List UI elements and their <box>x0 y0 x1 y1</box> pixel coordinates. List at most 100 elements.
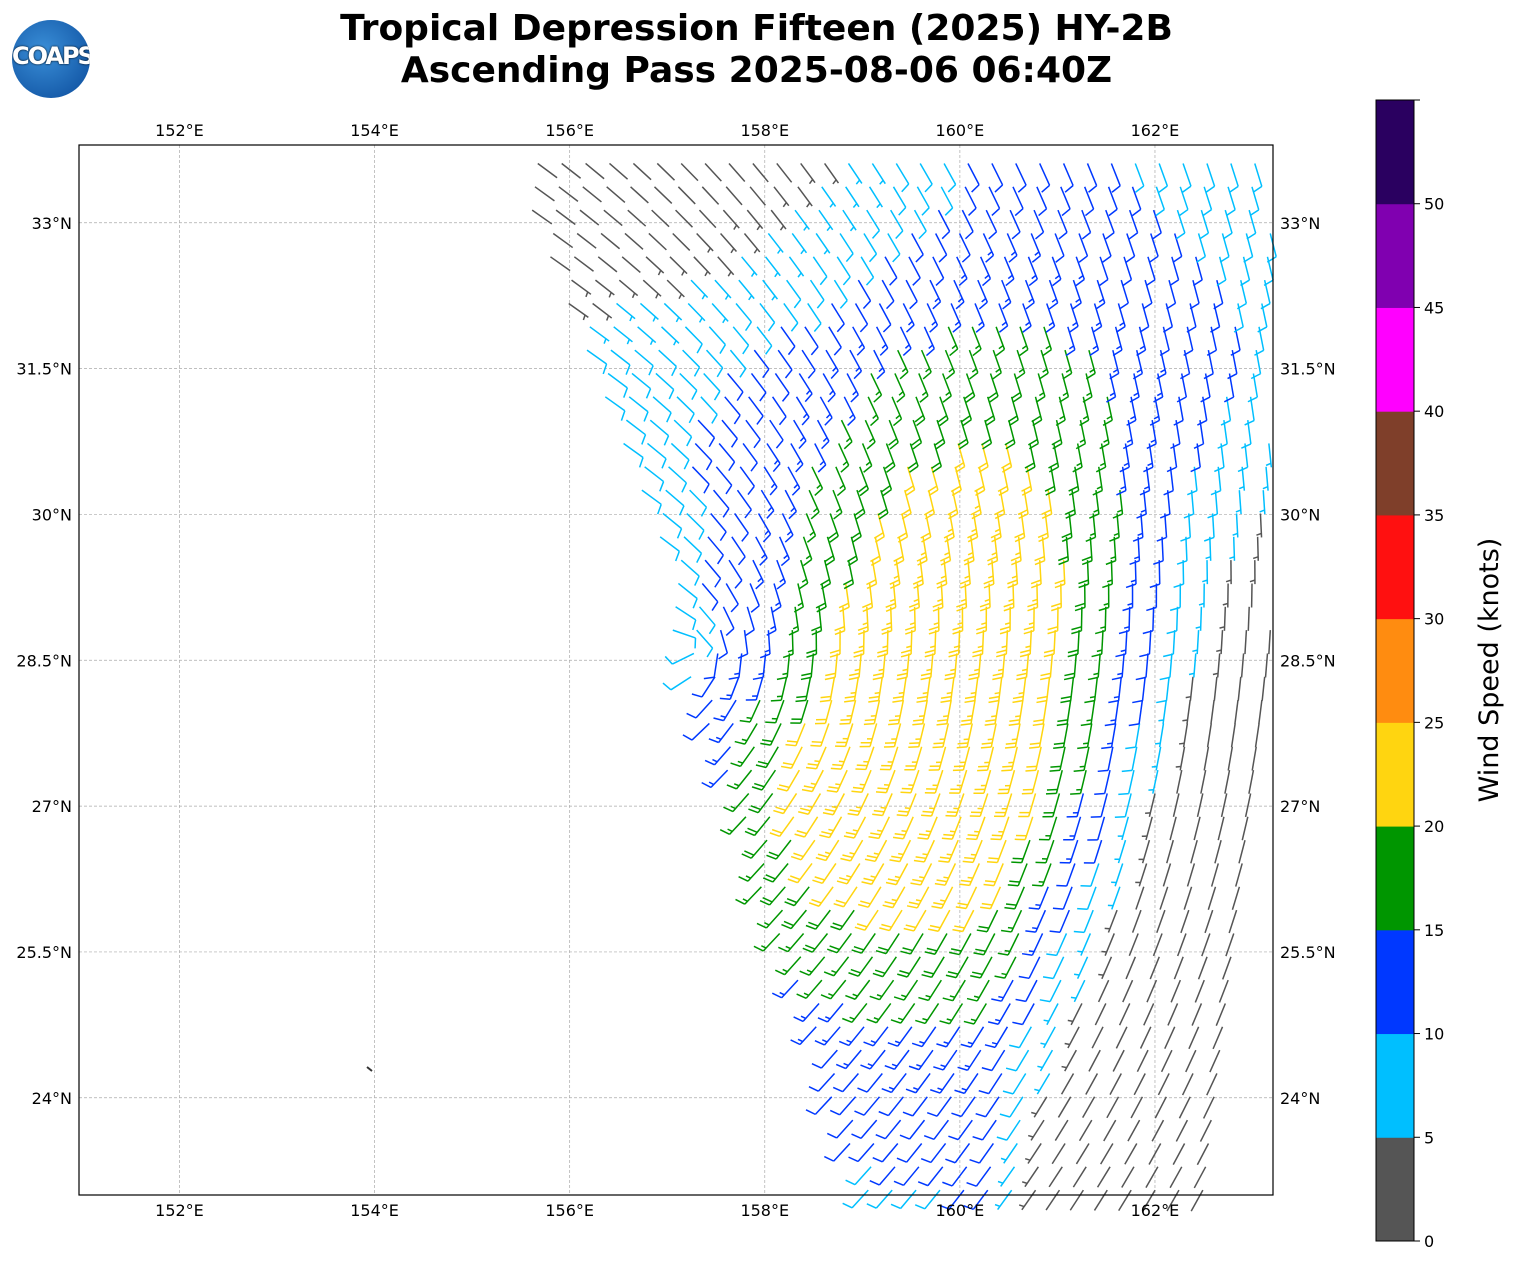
wind-barb <box>863 1026 889 1047</box>
wind-barb <box>1202 560 1209 585</box>
wind-barb <box>613 326 633 345</box>
barb-full <box>948 1135 959 1141</box>
barb-half <box>854 668 860 672</box>
wind-barb <box>826 769 848 793</box>
barb-full <box>1175 232 1186 240</box>
wind-barb <box>1215 1003 1227 1026</box>
barb-full <box>796 695 807 699</box>
wind-barb <box>991 979 1014 1002</box>
barb-half <box>849 414 854 419</box>
barb-full <box>726 784 737 790</box>
barb-half <box>943 715 949 718</box>
wind-barb <box>1066 793 1085 818</box>
wind-barb <box>1000 909 1023 933</box>
wind-barb <box>1246 209 1257 240</box>
wind-barb <box>907 443 919 473</box>
barb-staff <box>964 186 977 209</box>
barb-half <box>1139 345 1145 350</box>
wind-barb <box>1105 209 1115 240</box>
barb-full <box>1071 626 1082 631</box>
barb-staff <box>835 466 847 490</box>
barb-full <box>1095 302 1106 310</box>
barb-full <box>848 559 858 567</box>
barb-full <box>744 830 755 837</box>
barb-half <box>964 1064 971 1068</box>
barb-staff <box>1264 653 1269 678</box>
barb-half <box>626 339 631 345</box>
barb-full <box>1041 509 1052 516</box>
wind-barb <box>822 373 836 403</box>
barb-half <box>953 645 960 649</box>
barb-staff <box>1231 886 1241 910</box>
barb-half <box>1076 462 1082 467</box>
barb-staff <box>994 1026 1009 1048</box>
barb-full <box>1002 1090 1014 1095</box>
barb-staff <box>718 723 734 743</box>
wind-barb <box>1025 746 1042 772</box>
wind-barb <box>973 933 996 956</box>
barb-half <box>948 368 954 373</box>
barb-full <box>985 419 996 427</box>
barb-full <box>1101 746 1112 750</box>
wind-barb <box>1131 909 1142 933</box>
wind-barb <box>851 769 872 794</box>
barb-full <box>954 925 965 929</box>
barb-staff <box>715 466 733 486</box>
barb-staff <box>887 233 901 255</box>
wind-barb <box>751 769 777 791</box>
barb-staff <box>1036 1073 1051 1095</box>
barb-full <box>728 676 740 680</box>
wind-barb <box>1042 793 1061 818</box>
barb-half <box>1068 345 1075 350</box>
barb-full <box>1186 489 1198 496</box>
wind-barb <box>987 1003 1011 1026</box>
wind-barb <box>805 909 831 930</box>
barb-half <box>881 343 887 349</box>
barb-full <box>1122 606 1133 612</box>
wind-barb <box>984 700 1000 726</box>
barb-staff <box>1241 816 1249 841</box>
barb-full <box>968 676 979 681</box>
wind-barb <box>755 536 768 566</box>
barb-full <box>1052 442 1063 450</box>
barb-staff <box>641 489 662 505</box>
wind-barb <box>694 442 713 471</box>
barb-half <box>1095 321 1101 327</box>
barb-full <box>869 995 880 1001</box>
wind-barb <box>568 302 589 321</box>
barb-full <box>801 788 813 793</box>
barb-full <box>1046 953 1057 957</box>
barb-staff <box>1194 979 1205 1003</box>
barb-full <box>896 394 906 403</box>
barb-staff <box>624 232 644 250</box>
barb-full <box>1071 630 1082 635</box>
lon-tick-label: 154°E <box>350 1201 399 1220</box>
barb-full <box>908 746 919 749</box>
barb-full <box>984 415 994 423</box>
barb-full <box>800 676 812 681</box>
barb-staff <box>1085 1073 1099 1095</box>
barb-full <box>937 719 948 722</box>
barb-half <box>805 554 811 560</box>
wind-barb <box>1101 723 1117 750</box>
barb-full <box>1057 719 1068 723</box>
wind-barb <box>1109 513 1120 542</box>
wind-barb <box>897 513 909 543</box>
barb-half <box>895 414 901 420</box>
wind-barb <box>1107 886 1121 910</box>
barb-half <box>852 993 858 997</box>
barb-full <box>859 323 869 333</box>
barb-staff <box>694 442 713 462</box>
barb-staff <box>597 256 618 273</box>
wind-barb <box>923 1119 949 1141</box>
wind-barb <box>1214 443 1225 473</box>
barb-full <box>932 465 942 473</box>
barb-full <box>983 883 995 887</box>
wind-barb <box>1022 303 1032 333</box>
barb-full <box>897 532 907 539</box>
barb-staff <box>1193 816 1201 841</box>
barb-staff <box>978 1143 994 1164</box>
barb-full <box>1136 513 1147 519</box>
wind-barb <box>904 466 916 497</box>
